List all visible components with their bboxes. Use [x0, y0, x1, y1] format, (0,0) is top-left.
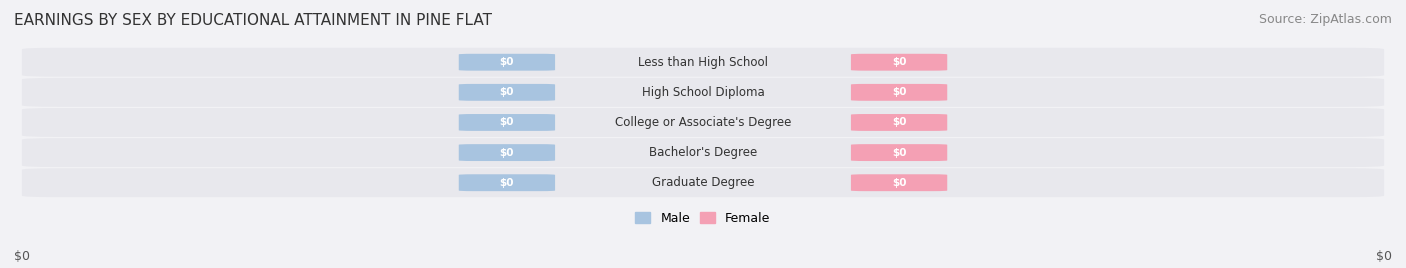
FancyBboxPatch shape [851, 54, 948, 71]
Text: $0: $0 [499, 87, 515, 97]
Text: EARNINGS BY SEX BY EDUCATIONAL ATTAINMENT IN PINE FLAT: EARNINGS BY SEX BY EDUCATIONAL ATTAINMEN… [14, 13, 492, 28]
Text: High School Diploma: High School Diploma [641, 86, 765, 99]
Text: $0: $0 [891, 87, 907, 97]
FancyBboxPatch shape [458, 174, 555, 191]
Text: $0: $0 [891, 57, 907, 67]
FancyBboxPatch shape [458, 54, 555, 71]
Legend: Male, Female: Male, Female [636, 212, 770, 225]
Text: Bachelor's Degree: Bachelor's Degree [650, 146, 756, 159]
Text: $0: $0 [499, 117, 515, 128]
Text: $0: $0 [891, 148, 907, 158]
FancyBboxPatch shape [458, 114, 555, 131]
Text: Source: ZipAtlas.com: Source: ZipAtlas.com [1258, 13, 1392, 27]
FancyBboxPatch shape [458, 84, 555, 101]
FancyBboxPatch shape [851, 144, 948, 161]
FancyBboxPatch shape [851, 114, 948, 131]
FancyBboxPatch shape [851, 174, 948, 191]
FancyBboxPatch shape [458, 144, 555, 161]
FancyBboxPatch shape [22, 78, 1384, 107]
FancyBboxPatch shape [851, 84, 948, 101]
FancyBboxPatch shape [22, 108, 1384, 137]
Text: Less than High School: Less than High School [638, 56, 768, 69]
Text: $0: $0 [499, 57, 515, 67]
Text: College or Associate's Degree: College or Associate's Degree [614, 116, 792, 129]
Text: $0: $0 [499, 148, 515, 158]
Text: $0: $0 [499, 178, 515, 188]
FancyBboxPatch shape [22, 168, 1384, 197]
FancyBboxPatch shape [22, 138, 1384, 167]
Text: $0: $0 [891, 178, 907, 188]
Text: $0: $0 [14, 250, 30, 263]
Text: $0: $0 [1376, 250, 1392, 263]
Text: Graduate Degree: Graduate Degree [652, 176, 754, 189]
FancyBboxPatch shape [22, 48, 1384, 77]
Text: $0: $0 [891, 117, 907, 128]
